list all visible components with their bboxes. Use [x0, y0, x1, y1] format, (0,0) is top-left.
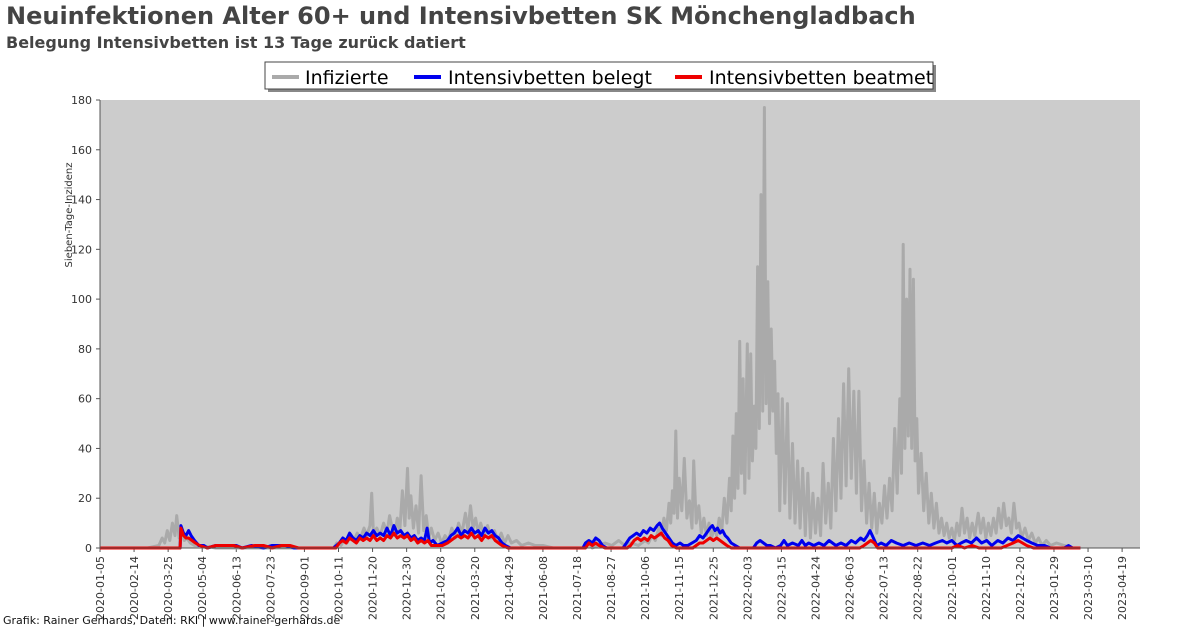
chart-title: Neuinfektionen Alter 60+ und Intensivbet… [6, 2, 916, 30]
series-line-1 [100, 521, 1081, 550]
x-tick-label: 2021-10-06 [639, 556, 652, 620]
y-tick-label: 100 [71, 293, 92, 306]
x-tick-label: 2021-04-29 [503, 556, 516, 620]
x-tick-label: 2022-10-01 [946, 556, 959, 620]
x-tick-label: 2020-05-04 [196, 556, 209, 620]
legend-box [264, 61, 934, 90]
x-tick-label: 2021-11-15 [673, 556, 686, 620]
x-tick-label: 2021-02-08 [435, 556, 448, 620]
y-tick-label: 180 [71, 94, 92, 107]
y-tick-label: 140 [71, 194, 92, 207]
y-axis-label: Sieben-Tage-Inzidenz [64, 163, 75, 268]
y-tick-label: 120 [71, 243, 92, 256]
x-tick-label: 2022-02-03 [741, 556, 754, 620]
series-group [100, 106, 1081, 550]
x-tick-label: 2022-07-13 [878, 556, 891, 620]
y-tick-label: 40 [78, 442, 92, 455]
legend-label-0: Infizierte [305, 67, 389, 89]
y-tick-label: 160 [71, 144, 92, 157]
legend: Infizierte Intensivbetten belegt Intensivb… [264, 61, 936, 92]
y-tick-label: 20 [78, 492, 92, 505]
x-tick-label: 2021-07-18 [571, 556, 584, 620]
x-tick-label: 2021-08-27 [605, 556, 618, 620]
x-tick-label: 2023-03-10 [1082, 556, 1095, 620]
x-tick-label: 2020-01-05 [94, 556, 107, 620]
series-line-0 [100, 106, 1074, 550]
x-tick-label: 2020-12-30 [401, 556, 414, 620]
x-tick-label: 2020-07-23 [264, 556, 277, 620]
legend-label-2: Intensivbetten beatmet [709, 67, 933, 89]
y-tick-label: 80 [78, 343, 92, 356]
y-tick-label: 60 [78, 393, 92, 406]
x-tick-label: 2022-11-10 [980, 556, 993, 620]
x-tick-label: 2023-01-29 [1048, 556, 1061, 620]
legend-label-1: Intensivbetten belegt [448, 67, 652, 89]
plot-background [100, 100, 1140, 548]
x-tick-label: 2020-03-25 [162, 556, 175, 620]
x-tick-label: 2020-02-14 [128, 556, 141, 620]
chart-subtitle: Belegung Intensivbetten ist 13 Tage zurü… [6, 33, 466, 52]
x-tick-label: 2020-11-20 [367, 556, 380, 620]
x-tick-label: 2021-03-20 [469, 556, 482, 620]
x-tick-label: 2022-06-03 [844, 556, 857, 620]
x-tick-label: 2020-10-11 [332, 556, 345, 620]
x-tick-label: 2022-03-15 [775, 556, 788, 620]
y-axis-ticks: 0 20 40 60 80 100 120 140 160 180 [71, 94, 100, 555]
x-tick-label: 2020-09-01 [298, 556, 311, 620]
x-tick-label: 2022-08-22 [912, 556, 925, 620]
x-tick-label: 2021-12-25 [707, 556, 720, 620]
x-tick-label: 2021-06-08 [537, 556, 550, 620]
x-tick-label: 2023-04-19 [1116, 556, 1129, 620]
x-tick-label: 2020-06-13 [230, 556, 243, 620]
y-tick-label: 0 [85, 542, 92, 555]
x-axis-ticks: 2020-01-05 2020-02-14 2020-03-25 2020-05-04… [94, 548, 1129, 620]
x-tick-label: 2022-04-24 [809, 556, 822, 620]
series-line-2 [100, 526, 1081, 550]
x-tick-label: 2022-12-20 [1014, 556, 1027, 620]
footer-credit: Grafik: Rainer Gerhards, Daten: RKI | ww… [3, 614, 341, 627]
